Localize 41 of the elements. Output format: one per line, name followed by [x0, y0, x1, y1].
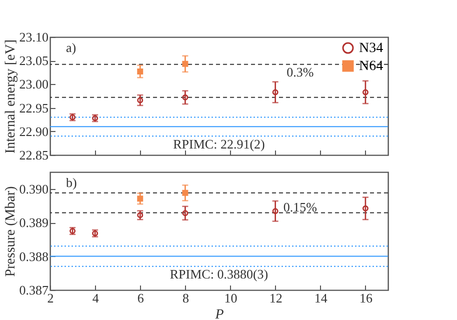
point: [137, 212, 144, 218]
y-tick-label: 23.00: [19, 76, 48, 92]
point: [272, 208, 278, 214]
x-tick-label: 10: [224, 290, 238, 306]
point: [182, 190, 188, 196]
x-tick-label: 6: [137, 290, 144, 306]
y-axis-title: Internal energy [eV]: [3, 39, 18, 154]
legend-label: N64: [359, 59, 384, 74]
point: [182, 210, 188, 216]
y-tick-label: 0.390: [19, 181, 48, 196]
y-tick-label: 22.95: [19, 100, 48, 116]
y-tick-label: 0.387: [19, 282, 49, 298]
y-tick-label: 23.10: [19, 30, 48, 44]
x-tick-label: 2: [47, 290, 54, 306]
ref-line-label: RPIMC: 22.91(2): [173, 136, 265, 152]
y-tick-label: 22.90: [19, 124, 48, 139]
y-tick-label: 23.05: [19, 53, 48, 68]
x-tick-label: 14: [314, 290, 328, 306]
point: [137, 68, 144, 74]
x-tick-label: 8: [182, 290, 189, 306]
y-axis-title: Pressure (Mbar): [3, 186, 18, 277]
x-tick-label: 16: [359, 290, 373, 306]
annotation: b): [66, 175, 77, 190]
point: [137, 97, 144, 104]
x-axis-title: P: [214, 308, 224, 320]
point: [362, 89, 368, 96]
annotation: 0.15%: [283, 200, 318, 214]
x-tick-label: 4: [92, 290, 100, 306]
x-tick-label: 12: [269, 290, 282, 306]
y-tick-label: 0.389: [19, 215, 48, 230]
point: [182, 60, 188, 67]
y-tick-label: 22.85: [19, 148, 48, 162]
point: [137, 196, 144, 202]
y-tick-label: 0.388: [19, 248, 48, 264]
legend-label: N34: [359, 41, 384, 56]
ref-line-label: RPIMC: 0.3880(3): [170, 266, 268, 282]
point: [362, 205, 368, 212]
point: [272, 89, 278, 96]
point: [182, 94, 188, 100]
annotation: 0.3%: [286, 64, 314, 80]
annotation: a): [66, 40, 76, 55]
